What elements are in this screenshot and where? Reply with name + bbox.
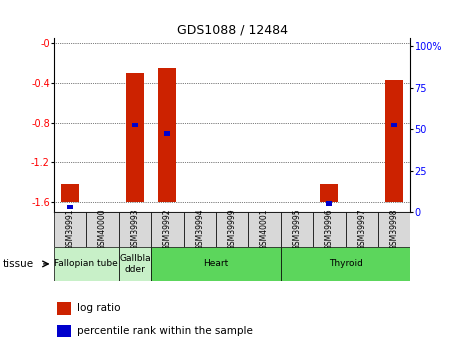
Title: GDS1088 / 12484: GDS1088 / 12484 [177, 24, 287, 37]
Text: GSM39993: GSM39993 [130, 209, 139, 250]
FancyBboxPatch shape [54, 212, 86, 247]
Bar [326, 201, 332, 206]
Text: GSM40000: GSM40000 [98, 209, 107, 250]
Text: GSM39997: GSM39997 [357, 209, 366, 250]
FancyBboxPatch shape [86, 212, 119, 247]
Bar [165, 131, 170, 136]
Text: GSM39994: GSM39994 [195, 209, 204, 250]
FancyBboxPatch shape [54, 247, 119, 281]
Text: GSM39992: GSM39992 [163, 209, 172, 250]
FancyBboxPatch shape [346, 212, 378, 247]
Bar [159, 68, 176, 202]
Text: log ratio: log ratio [77, 303, 121, 313]
Bar [67, 205, 73, 209]
Bar [391, 123, 397, 127]
Bar [61, 184, 79, 202]
Bar [320, 184, 338, 202]
Text: GSM39995: GSM39995 [293, 209, 302, 250]
Bar [385, 80, 403, 202]
Text: Fallopian tube: Fallopian tube [54, 259, 118, 268]
Text: GSM39998: GSM39998 [390, 209, 399, 250]
FancyBboxPatch shape [119, 212, 151, 247]
Text: GSM39996: GSM39996 [325, 209, 334, 250]
Bar [132, 123, 138, 127]
Text: Heart: Heart [204, 259, 228, 268]
Bar [126, 73, 144, 202]
FancyBboxPatch shape [378, 212, 410, 247]
Text: GSM39991: GSM39991 [66, 209, 75, 250]
FancyBboxPatch shape [151, 212, 183, 247]
Text: Thyroid: Thyroid [329, 259, 363, 268]
Text: tissue: tissue [2, 259, 33, 269]
Text: GSM39999: GSM39999 [227, 209, 237, 250]
Text: GSM40001: GSM40001 [260, 209, 269, 250]
FancyBboxPatch shape [183, 212, 216, 247]
FancyBboxPatch shape [151, 247, 281, 281]
FancyBboxPatch shape [249, 212, 281, 247]
FancyBboxPatch shape [119, 247, 151, 281]
FancyBboxPatch shape [281, 247, 410, 281]
Bar [57, 302, 71, 315]
FancyBboxPatch shape [216, 212, 249, 247]
FancyBboxPatch shape [281, 212, 313, 247]
Text: percentile rank within the sample: percentile rank within the sample [77, 326, 253, 336]
Text: Gallbla
dder: Gallbla dder [119, 254, 151, 274]
Bar [57, 325, 71, 337]
FancyBboxPatch shape [313, 212, 346, 247]
